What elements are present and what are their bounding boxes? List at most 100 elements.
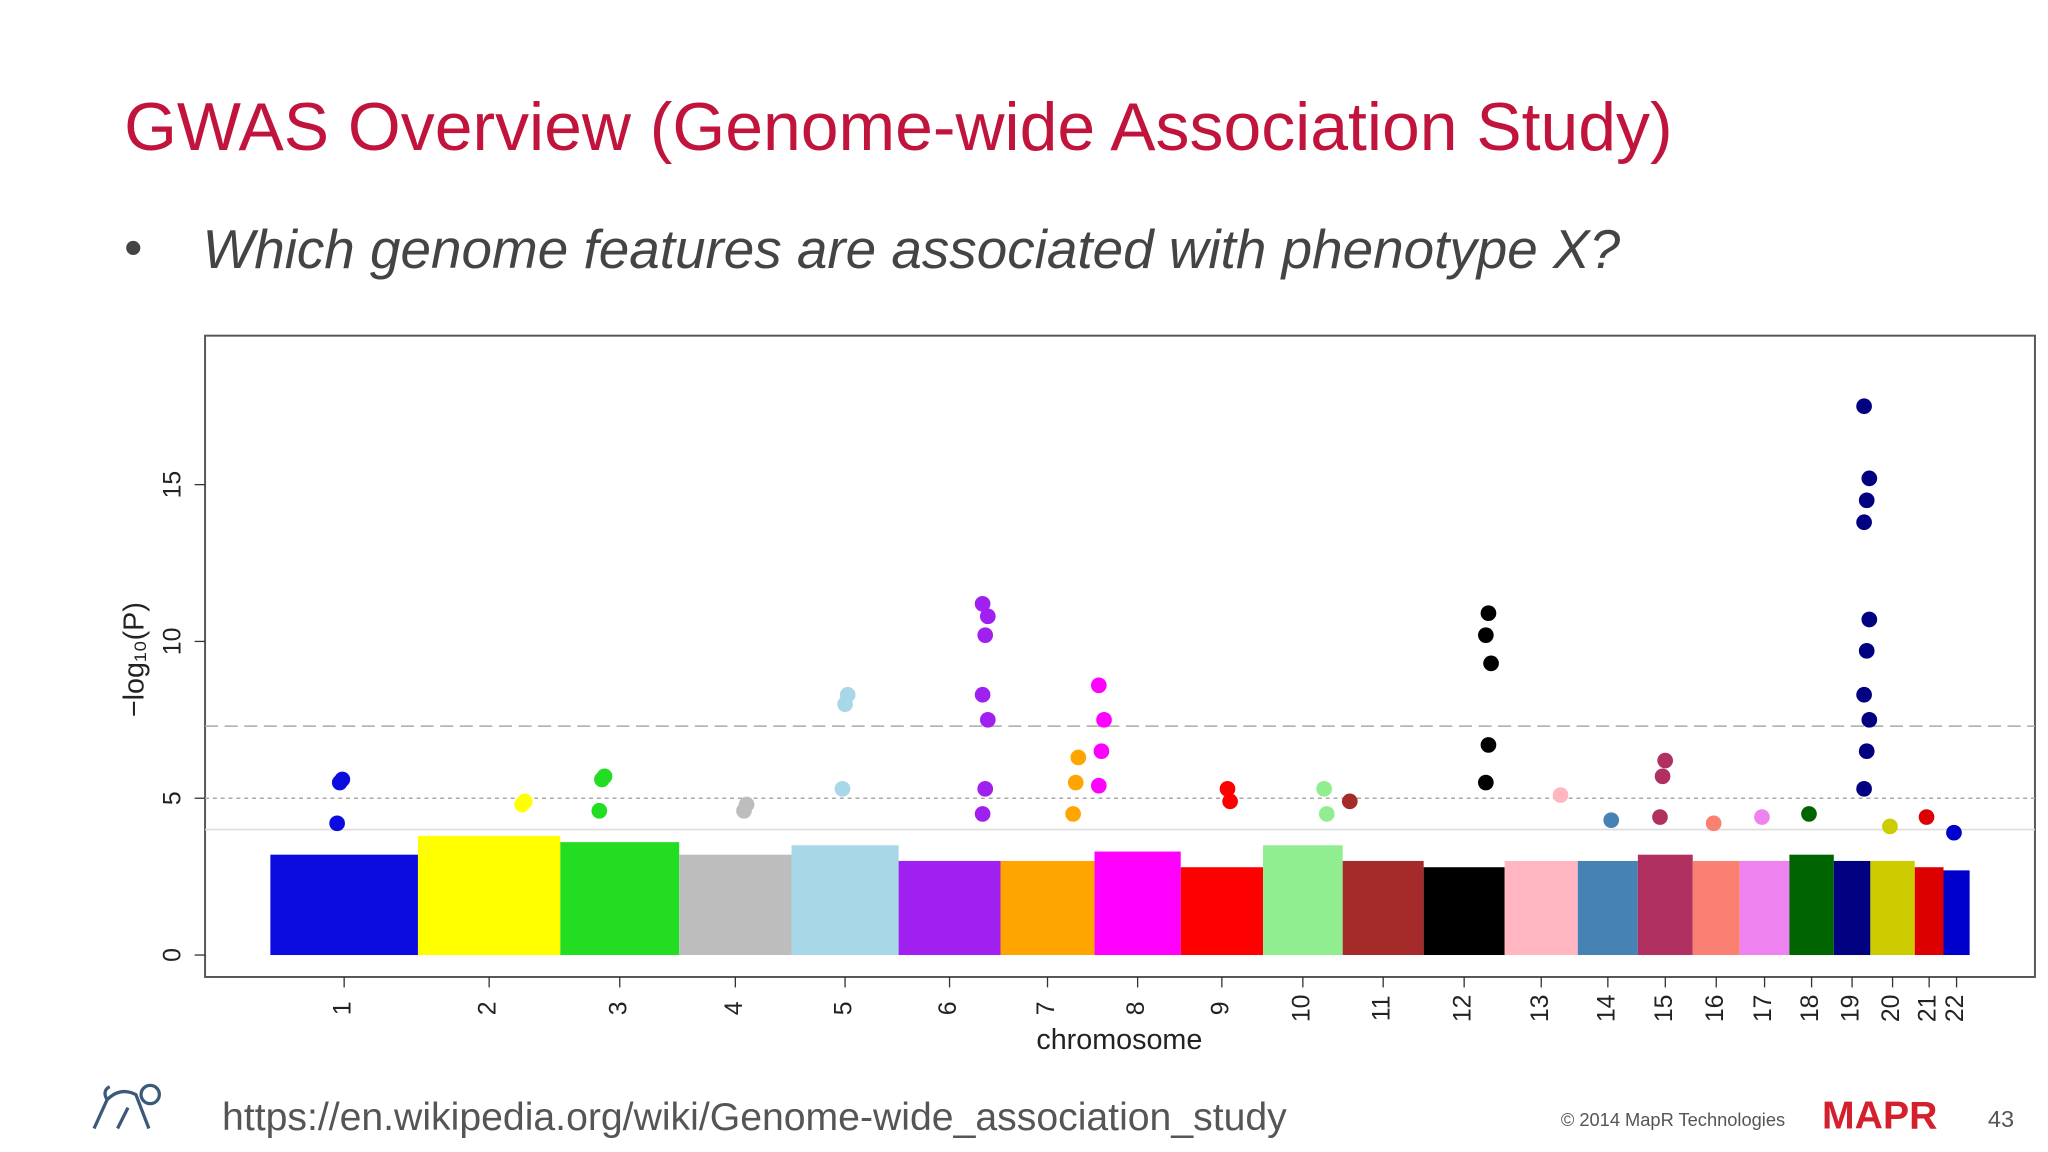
chromosome-bulk bbox=[1789, 854, 1834, 956]
snp-point bbox=[974, 806, 991, 822]
snp-point bbox=[1318, 806, 1335, 822]
x-tick-label: 12 bbox=[1450, 995, 1477, 1023]
snp-point bbox=[1861, 711, 1878, 728]
snp-point bbox=[974, 686, 991, 703]
snp-point bbox=[1652, 809, 1668, 825]
bullet-dot: • bbox=[124, 219, 142, 277]
snp-point bbox=[839, 686, 856, 703]
x-tick-label: 8 bbox=[1123, 1001, 1150, 1015]
y-tick-label: 10 bbox=[159, 628, 186, 656]
chromosome-bulk bbox=[1577, 860, 1638, 956]
snp-point bbox=[1858, 492, 1875, 509]
chromosome-bulk bbox=[270, 854, 418, 956]
snp-point bbox=[1483, 655, 1499, 672]
snp-point bbox=[1067, 774, 1084, 791]
chromosome-bulk bbox=[679, 854, 792, 956]
snp-point bbox=[1754, 809, 1770, 825]
chromosome-bulk bbox=[1263, 845, 1343, 956]
snp-point bbox=[1858, 743, 1875, 760]
snp-point bbox=[1478, 627, 1494, 643]
chromosome-bulk bbox=[1637, 854, 1693, 956]
copyright: © 2014 MapR Technologies bbox=[1561, 1109, 1785, 1130]
snp-point bbox=[1801, 806, 1817, 822]
snp-point bbox=[1480, 605, 1497, 622]
snp-point bbox=[1222, 793, 1238, 810]
x-tick-label: 22 bbox=[1942, 995, 1969, 1023]
snp-point bbox=[1858, 643, 1875, 659]
snp-point bbox=[974, 595, 991, 612]
snp-point bbox=[979, 608, 996, 625]
chromosome-bulk bbox=[1739, 860, 1790, 956]
x-axis-label: chromosome bbox=[1036, 1024, 1202, 1056]
snp-point bbox=[1219, 780, 1236, 797]
snp-point bbox=[1861, 611, 1878, 628]
snp-point bbox=[596, 768, 613, 785]
chromosome-bulk bbox=[1342, 860, 1424, 956]
x-tick-label: 17 bbox=[1750, 995, 1777, 1023]
snp-point bbox=[1552, 787, 1569, 803]
chromosome-bulk bbox=[1692, 860, 1740, 956]
snp-point bbox=[1654, 768, 1671, 785]
chromosome-bulk bbox=[1870, 860, 1915, 956]
chromosome-bulk bbox=[791, 845, 899, 956]
snp-point bbox=[977, 627, 994, 643]
x-tick-label: 7 bbox=[1033, 1001, 1060, 1015]
x-tick-label: 3 bbox=[605, 1001, 632, 1015]
snp-point bbox=[1090, 677, 1107, 694]
x-tick-label: 1 bbox=[330, 1001, 357, 1015]
x-tick-label: 13 bbox=[1527, 995, 1554, 1023]
slide-title: GWAS Overview (Genome-wide Association S… bbox=[124, 90, 1673, 165]
x-tick-label: 14 bbox=[1593, 994, 1620, 1022]
page-number: 43 bbox=[1988, 1106, 2014, 1132]
chromosome-bulk bbox=[1914, 867, 1944, 956]
snp-point bbox=[1882, 818, 1898, 835]
snp-point bbox=[329, 815, 345, 832]
snp-point bbox=[1316, 780, 1332, 797]
snp-point bbox=[591, 802, 608, 819]
snp-point bbox=[1070, 749, 1087, 766]
snp-point bbox=[1480, 737, 1497, 753]
mapr-logo: MAPR bbox=[1822, 1094, 1937, 1137]
chromosome-bulk bbox=[1423, 867, 1505, 956]
snp-point bbox=[1093, 743, 1110, 760]
y-tick-label: 15 bbox=[159, 471, 186, 499]
snp-point bbox=[1603, 812, 1620, 829]
x-tick-label: 21 bbox=[1915, 995, 1942, 1023]
y-tick-label: 0 bbox=[159, 948, 186, 962]
snp-point bbox=[1946, 824, 1962, 841]
y-axis-label: −log₁₀(P) bbox=[119, 602, 151, 717]
x-tick-label: 20 bbox=[1878, 995, 1905, 1023]
snp-point bbox=[1341, 793, 1358, 810]
snp-point bbox=[1856, 398, 1872, 415]
x-tick-label: 10 bbox=[1288, 995, 1315, 1023]
snp-point bbox=[1096, 711, 1112, 728]
bullet-text: Which genome features are associated wit… bbox=[202, 218, 1620, 280]
chromosome-bulk bbox=[1000, 860, 1095, 956]
y-tick-label: 5 bbox=[159, 791, 186, 805]
snp-point bbox=[1918, 809, 1935, 825]
snp-point bbox=[1657, 752, 1674, 769]
snp-point bbox=[738, 796, 755, 813]
chromosome-bulk bbox=[1094, 851, 1181, 956]
snp-point bbox=[979, 711, 996, 728]
chromosome-bulk bbox=[417, 835, 561, 956]
chromosome-bulk bbox=[1180, 867, 1264, 956]
chromosome-bulk bbox=[1833, 860, 1871, 956]
x-tick-label: 18 bbox=[1797, 995, 1824, 1023]
footer-url: https://en.wikipedia.org/wiki/Genome-wid… bbox=[222, 1096, 1287, 1139]
chromosome-bulk bbox=[560, 842, 680, 956]
x-tick-label: 15 bbox=[1651, 995, 1678, 1023]
snp-point bbox=[1856, 780, 1872, 797]
snp-point bbox=[1478, 774, 1494, 791]
logo-icon bbox=[92, 1083, 161, 1130]
snp-point bbox=[1856, 686, 1872, 703]
x-tick-label: 9 bbox=[1207, 1001, 1234, 1015]
x-tick-label: 6 bbox=[935, 1001, 962, 1015]
snp-point bbox=[977, 780, 994, 797]
x-tick-label: 11 bbox=[1369, 995, 1396, 1021]
x-tick-label: 19 bbox=[1838, 995, 1865, 1023]
snp-point bbox=[1856, 514, 1872, 531]
x-tick-label: 4 bbox=[721, 1001, 748, 1015]
